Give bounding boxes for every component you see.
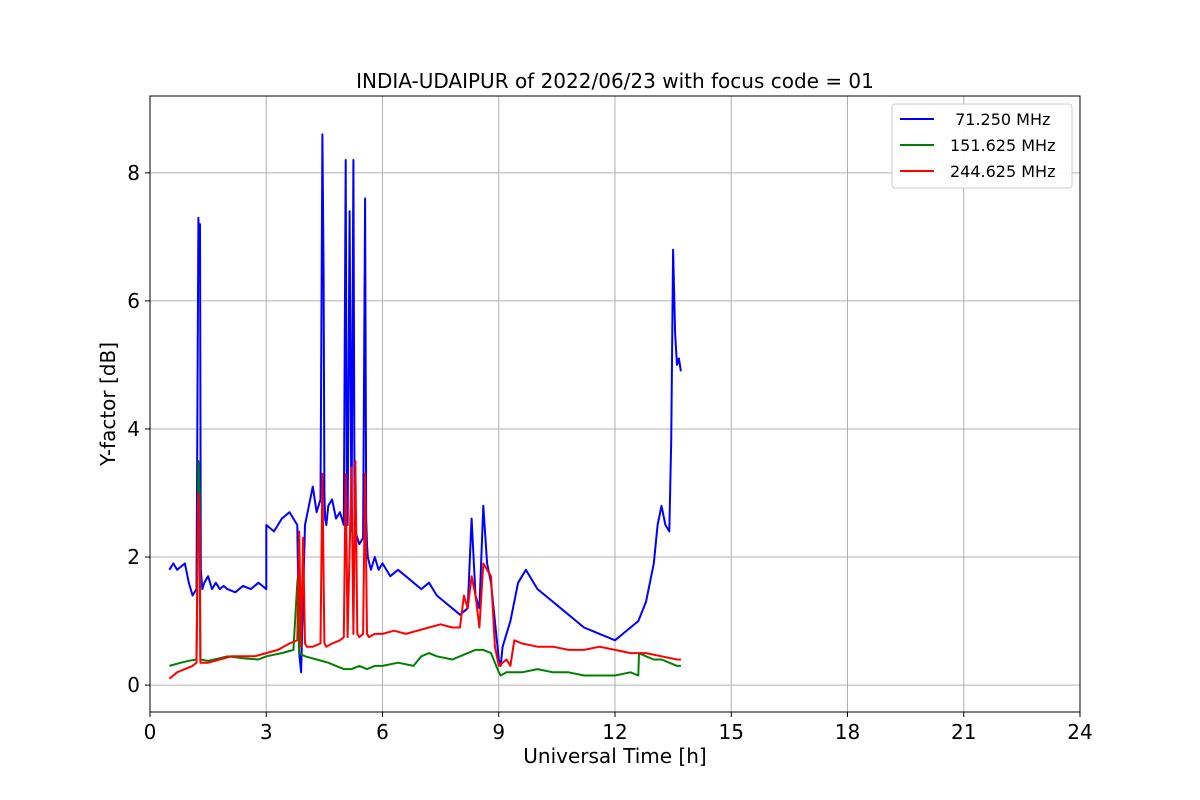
- series-line-2: [169, 460, 681, 677]
- x-tick-label: 12: [602, 720, 627, 744]
- legend-label: 244.625 MHz: [950, 162, 1055, 181]
- x-axis: 0 3 6 9 12 15 18 21 24: [144, 712, 1093, 744]
- x-tick-label: 9: [492, 720, 505, 744]
- x-tick-label: 0: [144, 720, 157, 744]
- y-tick-label: 6: [127, 289, 140, 313]
- legend-label: 151.625 MHz: [950, 136, 1055, 155]
- y-tick-label: 2: [127, 545, 140, 569]
- y-axis: 0 2 4 6 8: [127, 161, 150, 697]
- legend: 71.250 MHz 151.625 MHz 244.625 MHz: [891, 103, 1073, 189]
- x-tick-label: 21: [951, 720, 976, 744]
- series-line-3: [168, 460, 681, 680]
- series-line-1: [168, 133, 682, 674]
- chart-title: INDIA-UDAIPUR of 2022/06/23 with focus c…: [356, 69, 874, 93]
- y-tick-label: 0: [127, 673, 140, 697]
- y-tick-label: 8: [127, 161, 140, 185]
- x-tick-label: 6: [376, 720, 389, 744]
- legend-box: [891, 103, 1073, 189]
- x-axis-label: Universal Time [h]: [523, 744, 706, 768]
- x-tick-label: 18: [835, 720, 860, 744]
- legend-label: 71.250 MHz: [950, 110, 1050, 129]
- data-series: [168, 133, 682, 680]
- x-tick-label: 15: [719, 720, 744, 744]
- x-tick-label: 3: [260, 720, 273, 744]
- y-axis-label: Y-factor [dB]: [96, 342, 120, 467]
- x-tick-label: 24: [1067, 720, 1092, 744]
- y-tick-label: 4: [127, 417, 140, 441]
